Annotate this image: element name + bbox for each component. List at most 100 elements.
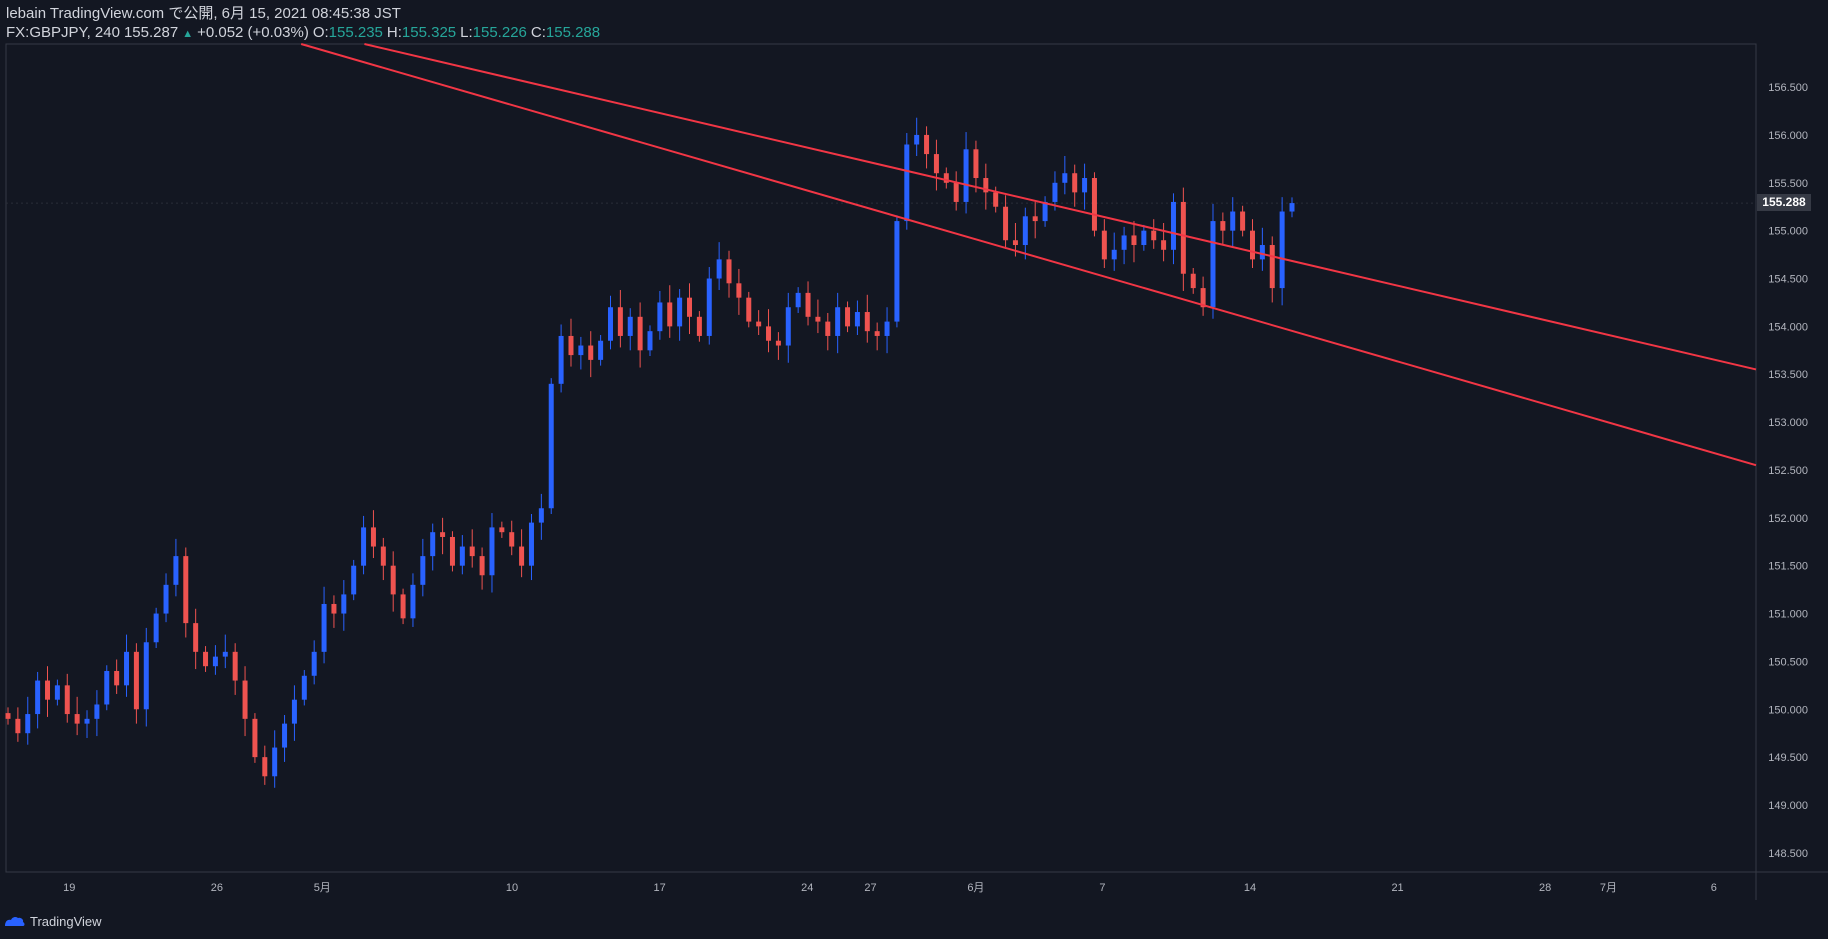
candle-body <box>114 670 120 686</box>
candle-body <box>854 312 860 327</box>
candle-body <box>331 603 337 614</box>
candle-body <box>746 297 752 322</box>
price-tick-label: 148.500 <box>1768 848 1808 860</box>
time-tick-label: 19 <box>63 882 75 894</box>
close-label: C: <box>530 24 546 41</box>
candle-body <box>983 178 989 193</box>
price-tick-label: 151.000 <box>1768 609 1808 621</box>
change-value: +0.052 (+0.03%) <box>197 24 309 41</box>
candle-body <box>874 331 880 336</box>
candle-body <box>963 149 969 202</box>
candle-body <box>1151 230 1157 241</box>
price-axis[interactable]: 148.500 149.000 149.500 150.000 150.500 151.0… <box>1768 82 1808 860</box>
candle-body <box>84 718 90 724</box>
candle-body <box>1062 173 1068 183</box>
candle-body <box>775 340 781 346</box>
candle-body <box>1170 201 1176 250</box>
candle-body <box>943 173 949 183</box>
candle-body <box>924 134 930 155</box>
candle-body <box>894 221 900 322</box>
tradingview-logo-icon <box>5 916 25 926</box>
candle-body <box>1032 216 1038 222</box>
candle-body <box>953 182 959 202</box>
time-tick-label: 24 <box>801 882 813 894</box>
candle-body <box>469 546 475 557</box>
price-tick-label: 154.500 <box>1768 274 1808 286</box>
candle-body <box>864 312 870 332</box>
candle-body <box>598 340 604 360</box>
trendlines[interactable] <box>300 43 1757 467</box>
publish-line: lebain TradingView.com で公開, 6月 15, 2021 … <box>6 5 401 22</box>
time-tick-label: 6月 <box>967 882 984 894</box>
footer[interactable]: TradingView <box>4 912 102 930</box>
candle-body <box>509 532 515 547</box>
candle-body <box>380 546 386 566</box>
candle-body <box>637 316 643 351</box>
candle-body <box>706 278 712 336</box>
candle-body <box>795 292 801 308</box>
open-label: O: <box>312 24 329 41</box>
time-tick-label: 28 <box>1539 882 1551 894</box>
time-axis[interactable]: 19 26 5月 10 17 24 27 6月 7 14 21 28 7月 6 <box>63 882 1717 894</box>
low-value: 155.226 <box>472 24 527 41</box>
candle-body <box>341 594 347 614</box>
candle-body <box>45 680 51 700</box>
candle-body <box>124 651 130 686</box>
candle-body <box>1131 235 1137 246</box>
candle-body <box>64 685 70 715</box>
price-tick-label: 153.500 <box>1768 369 1808 381</box>
candle-body <box>1012 240 1018 246</box>
candles <box>5 117 1295 788</box>
candle-body <box>716 259 722 279</box>
symbol-label[interactable]: FX:GBPJPY, 240 <box>6 24 120 41</box>
candle-body <box>588 345 594 360</box>
trendline <box>364 43 1757 371</box>
candle-body <box>548 383 554 509</box>
candle-body <box>696 316 702 336</box>
time-tick-label: 7月 <box>1600 882 1617 894</box>
candle-body <box>252 718 258 758</box>
candle-body <box>528 522 534 566</box>
time-tick-label: 21 <box>1391 882 1403 894</box>
candle-body <box>835 307 841 336</box>
candle-body <box>677 297 683 327</box>
price-tick-label: 156.500 <box>1768 82 1808 94</box>
candle-body <box>94 704 100 719</box>
candle-body <box>1180 201 1186 274</box>
candle-body <box>54 685 60 700</box>
candle-body <box>15 718 21 734</box>
trendline <box>300 43 1757 467</box>
candle-body <box>1072 173 1078 193</box>
high-value: 155.325 <box>401 24 457 41</box>
price-tick-label: 152.000 <box>1768 513 1808 525</box>
candle-body <box>410 584 416 619</box>
candle-body <box>163 584 169 614</box>
candle-body <box>262 757 268 777</box>
candle-body <box>25 714 31 734</box>
candle-body <box>1052 182 1058 202</box>
candle-body <box>301 675 307 700</box>
price-tick-label: 155.500 <box>1768 178 1808 190</box>
candle-body <box>1220 221 1226 231</box>
candle-body <box>607 307 613 341</box>
price-tick-label: 149.500 <box>1768 752 1808 764</box>
candle-body <box>815 316 821 322</box>
candle-body <box>232 651 238 681</box>
candle-body <box>1022 216 1028 246</box>
candle-body <box>173 556 179 585</box>
candle-body <box>1111 249 1117 260</box>
candle-body <box>1200 288 1206 308</box>
candle-body <box>291 699 297 724</box>
chart-frame <box>5 43 1757 873</box>
candle-body <box>845 307 851 327</box>
candle-body <box>400 594 406 619</box>
candle-body <box>440 532 446 537</box>
candle-body <box>430 532 436 557</box>
candle-body <box>1210 221 1216 308</box>
time-tick-label: 27 <box>864 882 876 894</box>
price-tick-label: 154.000 <box>1768 321 1808 333</box>
close-value: 155.288 <box>545 24 601 41</box>
candle-body <box>74 714 80 724</box>
current-price-label: 155.288 <box>1757 194 1811 211</box>
